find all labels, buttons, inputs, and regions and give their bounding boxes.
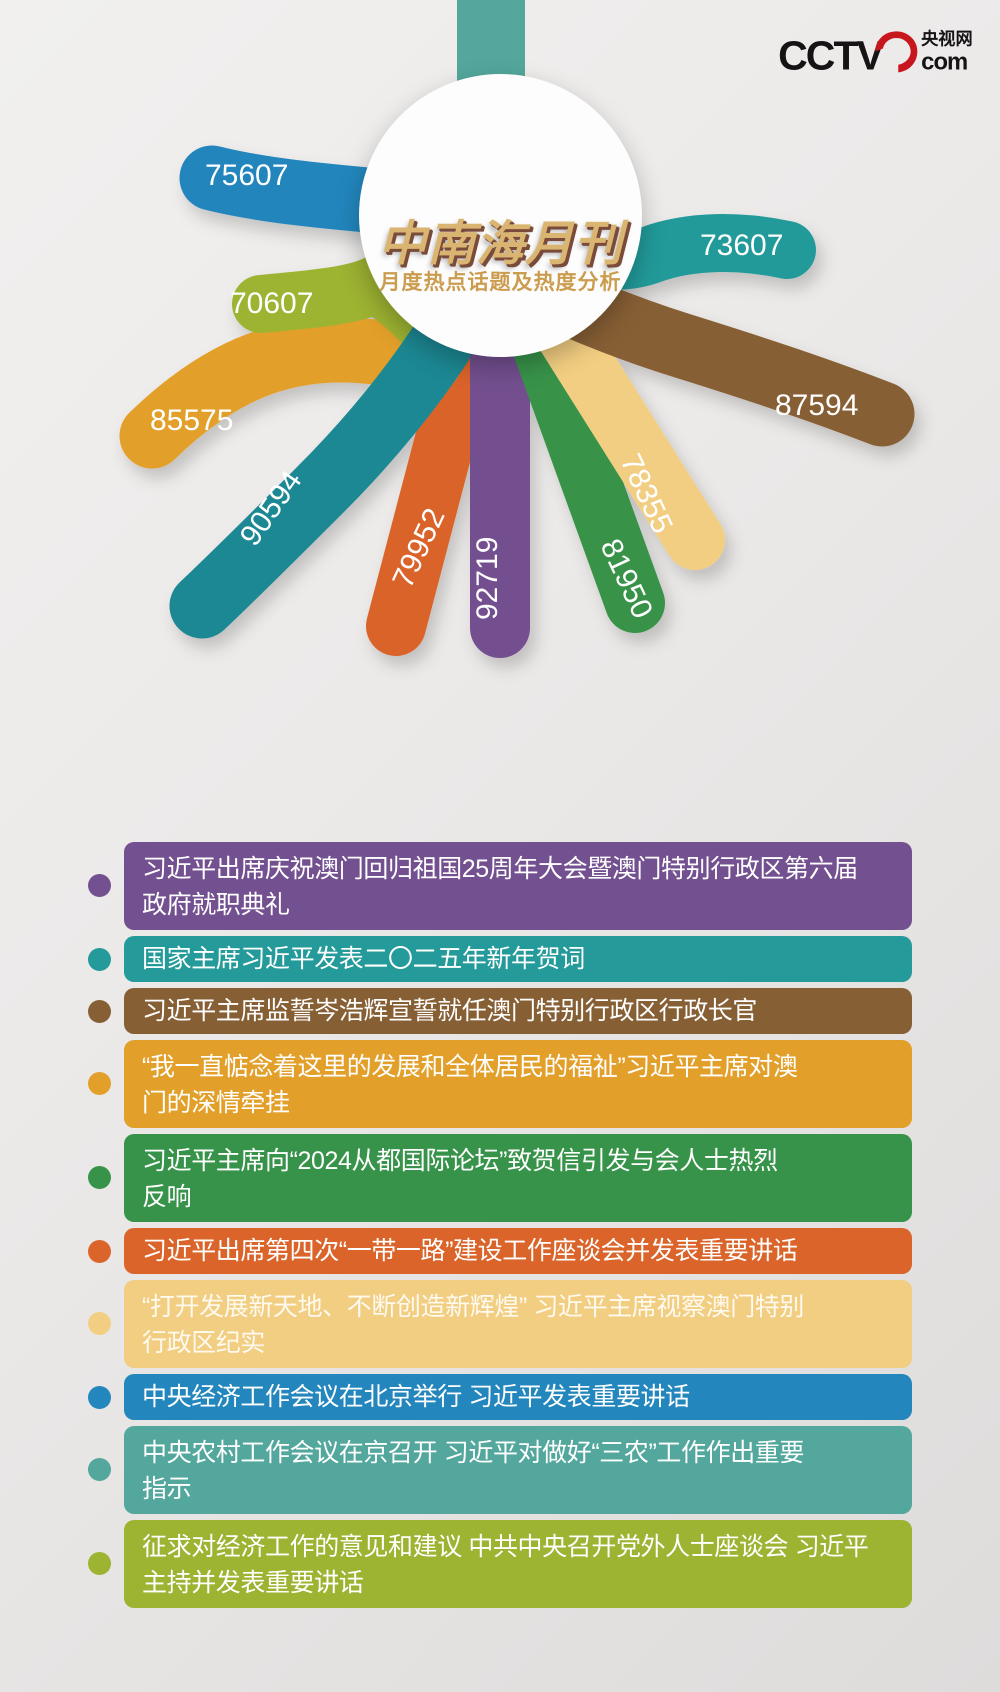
- svg-text:CCTV: CCTV: [778, 33, 885, 79]
- svg-text:央视网: 央视网: [921, 29, 972, 49]
- svg-text:com: com: [921, 49, 967, 76]
